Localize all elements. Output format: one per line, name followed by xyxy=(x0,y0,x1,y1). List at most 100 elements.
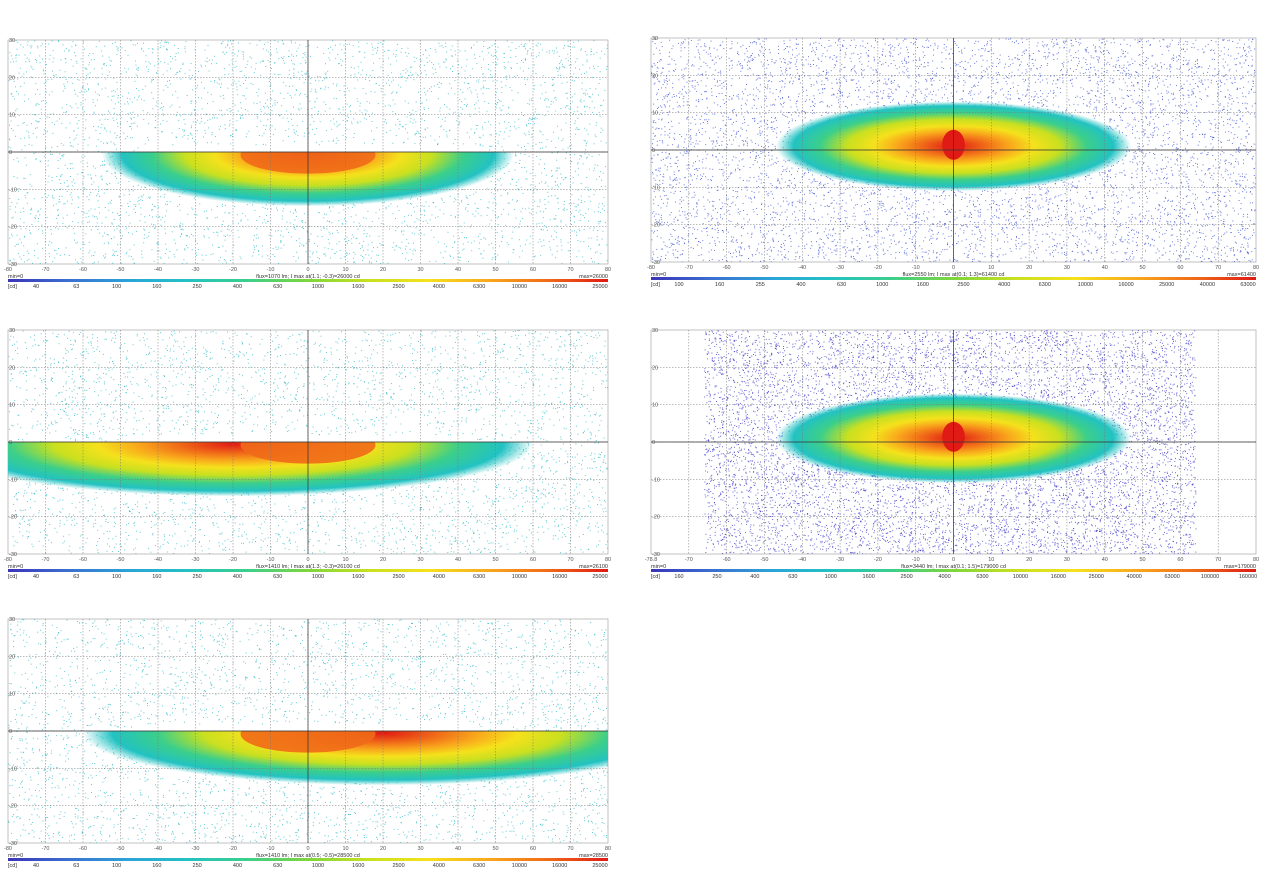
scatter-point xyxy=(1121,97,1123,99)
scatter-point xyxy=(118,215,120,217)
scatter-point xyxy=(395,50,397,51)
scatter-point xyxy=(18,114,20,116)
scatter-point xyxy=(182,129,184,131)
scatter-point xyxy=(97,186,99,188)
scatter-point xyxy=(661,128,663,130)
scatter-point xyxy=(128,181,130,182)
scatter-point xyxy=(82,107,83,109)
scatter-point xyxy=(669,128,671,130)
scatter-point xyxy=(390,203,392,205)
scatter-point xyxy=(1196,211,1198,213)
scatter-point xyxy=(342,109,344,111)
scatter-point xyxy=(329,221,331,223)
scatter-point xyxy=(110,141,112,143)
scatter-point xyxy=(312,128,314,130)
scatter-point xyxy=(697,170,699,171)
scatter-point xyxy=(843,67,845,68)
scatter-point xyxy=(1158,177,1160,179)
scatter-point xyxy=(554,218,556,220)
scatter-point xyxy=(508,107,510,109)
scatter-point xyxy=(265,65,267,67)
scatter-point xyxy=(604,53,606,55)
scatter-point xyxy=(1148,236,1149,238)
scatter-point xyxy=(366,74,367,76)
scatter-point xyxy=(49,256,51,258)
scatter-point xyxy=(75,45,77,47)
scatter-point xyxy=(72,221,74,223)
scatter-point xyxy=(107,170,109,172)
scatter-point xyxy=(305,61,307,63)
scatter-point xyxy=(224,124,226,126)
scatter-point xyxy=(296,125,298,127)
scatter-point xyxy=(764,261,766,262)
scatter-point xyxy=(593,261,595,263)
scatter-point xyxy=(138,203,140,205)
scatter-point xyxy=(556,225,558,227)
scatter-point xyxy=(568,203,570,205)
scatter-point xyxy=(34,114,35,116)
scatter-point xyxy=(444,250,446,252)
scatter-point xyxy=(175,74,177,76)
scatter-point xyxy=(651,239,653,241)
scatter-point xyxy=(57,228,59,230)
scatter-point xyxy=(74,212,76,214)
scatter-point xyxy=(653,120,655,121)
scatter-point xyxy=(41,197,43,199)
scatter-point xyxy=(812,219,814,220)
scatter-point xyxy=(1168,224,1170,226)
scatter-point xyxy=(484,101,486,102)
scatter-point xyxy=(490,181,492,183)
scatter-point xyxy=(70,168,72,169)
scatter-point xyxy=(478,107,480,109)
scatter-point xyxy=(811,100,813,102)
scatter-point xyxy=(778,96,780,98)
scatter-point xyxy=(90,229,92,231)
scatter-point xyxy=(524,167,526,169)
scatter-point xyxy=(364,56,366,58)
scatter-point xyxy=(92,53,94,55)
scatter-point xyxy=(571,194,573,196)
scatter-point xyxy=(57,209,59,211)
scatter-point xyxy=(36,59,38,61)
scatter-point xyxy=(548,99,549,101)
scatter-point xyxy=(540,43,542,45)
scatter-point xyxy=(586,156,588,158)
scatter-point xyxy=(680,56,682,58)
scatter-point xyxy=(1055,83,1057,85)
scatter-point xyxy=(280,241,282,243)
scatter-point xyxy=(113,255,115,257)
scatter-point xyxy=(471,68,473,70)
scatter-point xyxy=(526,225,528,227)
scatter-point xyxy=(105,78,107,80)
scatter-point xyxy=(486,214,488,216)
scatter-point xyxy=(466,237,467,239)
scatter-point xyxy=(95,46,97,48)
scatter-point xyxy=(1224,247,1225,249)
scatter-point xyxy=(497,58,499,60)
scatter-point xyxy=(801,110,803,112)
scatter-point xyxy=(213,232,215,234)
scatter-point xyxy=(582,163,584,165)
scatter-point xyxy=(562,148,564,150)
scatter-point xyxy=(368,254,370,256)
scatter-point xyxy=(553,77,555,79)
scatter-point xyxy=(489,145,491,147)
scatter-point xyxy=(1222,109,1223,111)
scatter-point xyxy=(71,82,73,84)
scatter-point xyxy=(302,221,303,223)
scatter-point xyxy=(488,207,490,209)
scatter-point xyxy=(160,257,162,259)
scatter-point xyxy=(1081,251,1083,253)
scatter-point xyxy=(684,39,686,41)
scatter-point xyxy=(189,78,191,80)
scatter-point xyxy=(596,178,598,180)
scatter-point xyxy=(35,104,37,106)
scatter-point xyxy=(1211,136,1213,138)
scatter-point xyxy=(1153,127,1155,129)
scatter-point xyxy=(430,48,432,49)
scatter-point xyxy=(939,220,941,222)
scatter-point xyxy=(279,92,281,94)
scatter-point xyxy=(567,250,569,252)
scatter-point xyxy=(117,95,119,96)
scatter-point xyxy=(519,159,521,161)
